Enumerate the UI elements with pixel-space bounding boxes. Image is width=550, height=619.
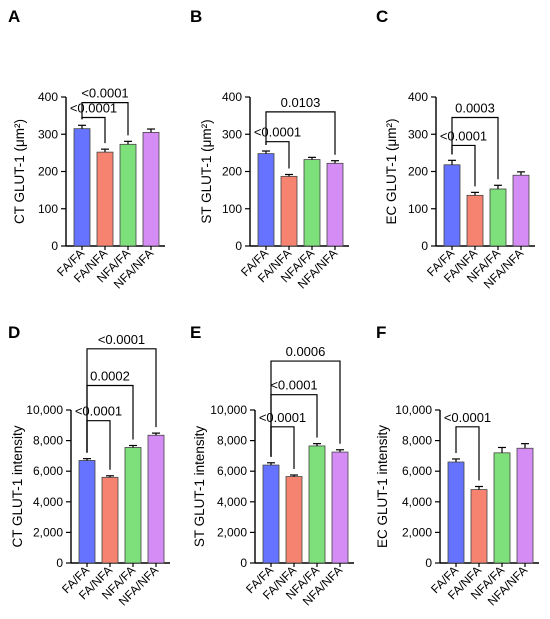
panel-d-y-tick-label: 0	[56, 556, 63, 570]
panel-a-label: A	[8, 7, 20, 26]
panel-d-y-axis-label: CT GLUT-1 intensity	[10, 425, 25, 547]
panel-a-y-tick-label: 200	[38, 165, 58, 179]
panel-c-y-axis-label: EC GLUT-1 (μm²)	[384, 118, 399, 224]
panel-f-y-tick-label: 6,000	[402, 464, 432, 478]
panel-c-p-value-1: <0.0001	[440, 128, 487, 143]
panel-b-bar-1	[257, 153, 275, 247]
panel-e-y-tick-label: 2,000	[217, 525, 247, 539]
panel-b-y-tick-label: 300	[222, 127, 242, 141]
panel-c-label: C	[376, 7, 388, 26]
panel-e-y-tick-label: 6,000	[217, 464, 247, 478]
panel-e-bar-1	[262, 464, 280, 564]
panel-c-y-tick-label: 100	[408, 202, 428, 216]
panel-e-comparison-bracket-3	[270, 360, 341, 457]
panel-b-p-value-2: 0.0103	[281, 95, 321, 110]
panel-e-y-axis-label: ST GLUT-1 intensity	[192, 426, 207, 548]
panel-c-y-tick-label: 400	[408, 90, 428, 104]
panel-f-p-value-1: <0.0001	[444, 410, 491, 425]
panel-d-y-tick-label: 4,000	[33, 495, 63, 509]
panel-f-bar-3	[493, 452, 511, 564]
panel-a-y-tick-label: 100	[38, 202, 58, 216]
panel-a-bar-4	[142, 131, 160, 247]
panel-f-bar-4	[516, 447, 534, 564]
panel-a-p-value-2: <0.0001	[81, 86, 128, 101]
panel-e-bar-3	[308, 445, 326, 564]
panel-a-bar-2	[96, 151, 114, 247]
panel-e-p-value-2: <0.0001	[270, 378, 317, 393]
panel-b-bar-2	[280, 175, 298, 247]
panel-e-y-tick-label: 10,000	[210, 403, 247, 417]
panel-f-y-axis-label: EC GLUT-1 intensity	[375, 425, 390, 548]
panel-e-p-value-3: 0.0006	[286, 344, 326, 359]
panel-f-bar-2	[470, 489, 488, 564]
panel-f-y-tick-label: 4,000	[402, 495, 432, 509]
panel-e-bar-4	[331, 451, 349, 564]
panel-d-comparison-bracket-3	[86, 348, 157, 453]
panel-c-p-value-2: 0.0003	[455, 100, 495, 115]
panel-f-y-tick-label: 2,000	[402, 525, 432, 539]
panel-e-p-value-1: <0.0001	[259, 410, 306, 425]
panel-b-comparison-bracket-2	[265, 111, 336, 155]
panel-b-y-tick-label: 100	[222, 202, 242, 216]
panel-c-y-tick-label: 300	[408, 127, 428, 141]
panel-d-y-tick-label: 6,000	[33, 464, 63, 478]
panel-b-p-value-1: <0.0001	[254, 125, 301, 140]
panel-e-bar-2	[285, 476, 303, 564]
panel-c-comparison-bracket-2	[451, 116, 499, 180]
panel-b-y-tick-label: 400	[222, 90, 242, 104]
panel-e-y-tick-label: 8,000	[217, 434, 247, 448]
panel-c-y-tick-label: 200	[408, 165, 428, 179]
panel-b-y-tick-label: 0	[235, 239, 242, 253]
panel-d-p-value-2: 0.0002	[90, 369, 130, 384]
panel-f-bar-1	[447, 461, 465, 564]
panel-a-bar-1	[73, 128, 91, 247]
panel-c-bar-4	[512, 174, 530, 247]
panel-c-bar-2	[466, 194, 484, 247]
panel-f-label: F	[376, 323, 386, 342]
panel-d-y-tick-label: 8,000	[33, 434, 63, 448]
panel-b-bar-4	[326, 162, 344, 247]
panel-b-bar-3	[303, 159, 321, 247]
panel-c-bar-1	[443, 164, 461, 247]
panel-a-y-tick-label: 400	[38, 90, 58, 104]
panel-a-y-tick-label: 300	[38, 127, 58, 141]
panel-d-bar-1	[78, 460, 96, 564]
panel-d-p-value-3: <0.0001	[98, 332, 145, 347]
panel-b-y-tick-label: 200	[222, 165, 242, 179]
panel-c-y-tick-label: 0	[421, 239, 428, 253]
panel-d-label: D	[8, 323, 20, 342]
panel-f-y-tick-label: 0	[425, 556, 432, 570]
panel-d-bar-2	[101, 476, 119, 564]
panel-b-label: B	[190, 7, 202, 26]
panel-c-bar-3	[489, 188, 507, 247]
panel-d-y-tick-label: 2,000	[33, 525, 63, 539]
panel-a-comparison-bracket-2	[81, 101, 129, 136]
panel-d-y-tick-label: 10,000	[26, 403, 63, 417]
panel-f-y-tick-label: 8,000	[402, 434, 432, 448]
panel-a-bar-3	[119, 143, 137, 247]
panel-d-bar-3	[124, 447, 142, 564]
panel-a-y-tick-label: 0	[51, 239, 58, 253]
panel-d-bar-4	[147, 434, 165, 564]
panel-f-y-tick-label: 10,000	[395, 403, 432, 417]
panel-d-p-value-1: <0.0001	[75, 404, 122, 419]
panel-e-y-tick-label: 4,000	[217, 495, 247, 509]
panel-f-comparison-bracket-1	[455, 426, 480, 481]
panel-a-y-axis-label: CT GLUT-1 (μm²)	[12, 119, 27, 224]
panel-b-y-axis-label: ST GLUT-1 (μm²)	[199, 119, 214, 223]
panel-e-y-tick-label: 0	[240, 556, 247, 570]
panel-e-label: E	[190, 323, 201, 342]
